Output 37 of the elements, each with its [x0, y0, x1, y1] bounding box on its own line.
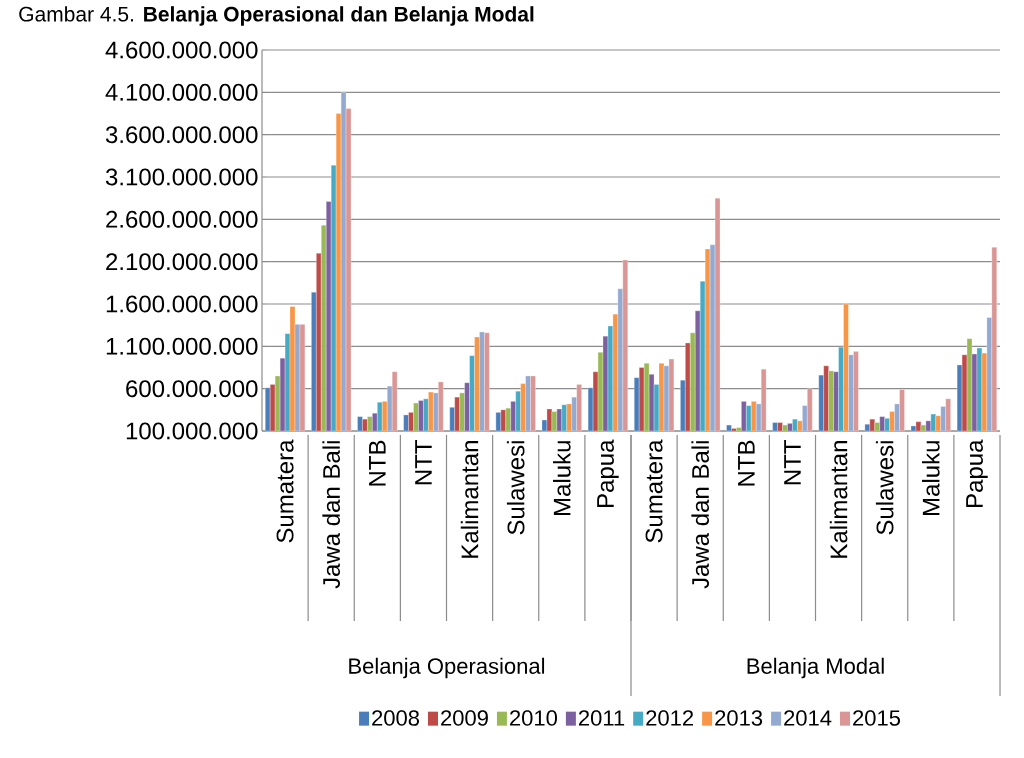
text: Belanja Operasional	[349, 657, 545, 679]
y-tick-label: 100.000.000	[126, 422, 258, 440]
x-tick-label: Jawa dan Bali	[322, 441, 341, 589]
x-tick-label: Sumatera	[276, 439, 294, 543]
legend-label: 2014	[784, 710, 832, 726]
x-tick-label: Sulawesi	[875, 441, 894, 535]
x-tick-label: Kalimantan	[829, 441, 848, 558]
text: Belanja Modal	[747, 657, 884, 679]
legend-label: 2012	[646, 710, 694, 726]
legend-label: 2010	[510, 710, 557, 726]
x-tick-label: Jawa dan Bali	[691, 441, 710, 589]
chart-title: Gambar 4.5. Belanja Operasional dan Belanja Modal	[19, 6, 534, 26]
x-tick-label: Papua	[966, 439, 988, 507]
legend-label: 2013	[715, 710, 763, 726]
x-tick-label: NTT	[415, 440, 432, 485]
legend-label: 2009	[441, 710, 488, 726]
legend-label: 2011	[578, 710, 625, 726]
y-tick-label: 1.100.000.000	[106, 337, 258, 355]
x-tick-label: Maluku	[553, 441, 571, 515]
x-tick-label: Papua	[597, 439, 619, 507]
y-tick-label: 2.100.000.000	[106, 253, 258, 271]
legend-label: 2015	[853, 710, 901, 726]
legend-label: 2008	[372, 710, 420, 726]
y-tick-label: 600.000.000	[126, 380, 258, 398]
x-tick-label: Sumatera	[645, 439, 663, 543]
y-tick-label: 1.600.000.000	[106, 295, 258, 313]
y-tick-label: 3.600.000.000	[105, 126, 258, 144]
y-tick-label: 4.600.000.000	[105, 41, 258, 59]
y-tick-label: 4.100.000.000	[105, 83, 258, 101]
x-tick-label: Maluku	[922, 441, 940, 515]
x-tick-label: Sulawesi	[506, 441, 525, 535]
x-tick-label: NTB	[738, 440, 755, 486]
y-tick-label: 2.600.000.000	[106, 210, 258, 228]
y-tick-label: 3.100.000.000	[105, 168, 258, 186]
x-tick-label: NTB	[369, 440, 386, 486]
x-tick-label: NTT	[784, 440, 801, 485]
x-tick-label: Kalimantan	[460, 441, 479, 558]
